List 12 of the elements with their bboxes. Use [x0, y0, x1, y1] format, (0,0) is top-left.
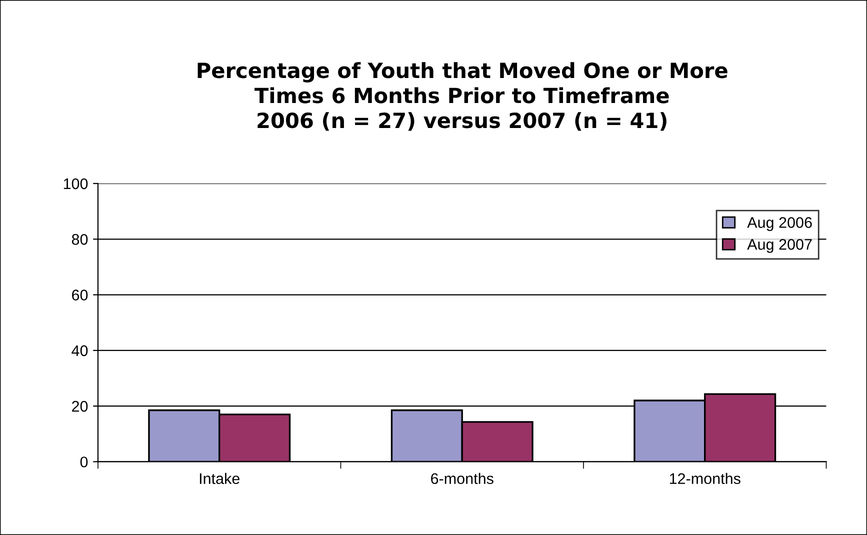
x-tick-label: Intake	[200, 472, 240, 484]
y-tick-label: 20	[72, 400, 88, 412]
chart-title: Percentage of Youth that Moved One or More Times 6 Months Prior to Timeframe 2006 (n = 27) versus 2007 (n = 41)	[198, 62, 728, 131]
y-tick-label: 0	[80, 456, 88, 468]
y-tick-label: 40	[72, 345, 88, 356]
x-tick-label: 12-months	[670, 472, 740, 484]
y-tick-label: 80	[72, 234, 88, 245]
y-tick-label: 100	[64, 178, 88, 190]
legend-label: Aug 2007	[747, 239, 812, 253]
legend-label: Aug 2006	[747, 217, 812, 231]
x-tick-label: 6-months	[431, 472, 494, 484]
y-tick-label: 60	[72, 290, 88, 300]
